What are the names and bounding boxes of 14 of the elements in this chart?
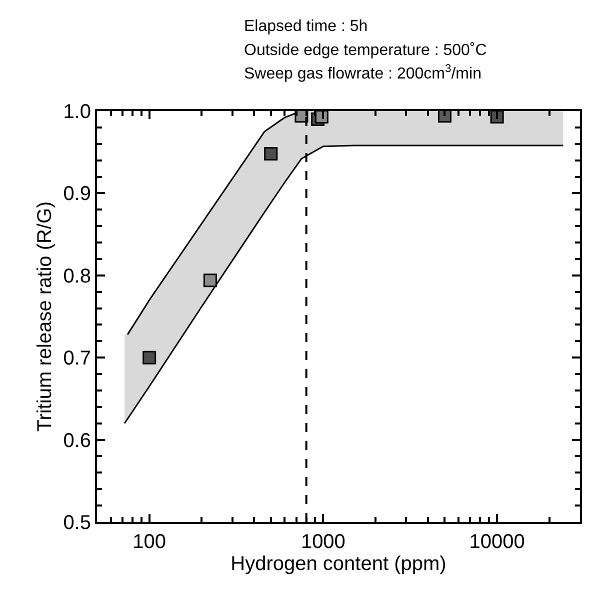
x-tick-label: 100: [132, 531, 166, 553]
text: Sweep gas flowrate : 200cm$^{3}$/min: [244, 63, 482, 83]
y-tick-label: 1.0: [63, 101, 91, 123]
y-tick-label: 0.5: [63, 512, 91, 534]
y-tick-label: 0.8: [63, 265, 91, 288]
text: Outside edge temperature : 500˚C: [244, 42, 487, 59]
y-tick-label: 0.7: [63, 348, 91, 370]
x-axis-title: Hydrogen content (ppm): [230, 553, 446, 575]
y-tick-label: 0.9: [63, 183, 91, 206]
x-tick-label: 10000: [469, 531, 525, 553]
y-tick-label: 0.6: [63, 430, 91, 452]
text: Elapsed time : 5h: [244, 18, 368, 35]
x-tick-label: 1000: [300, 531, 346, 553]
y-axis-title: Tritium release ratio (R/G): [34, 201, 56, 432]
